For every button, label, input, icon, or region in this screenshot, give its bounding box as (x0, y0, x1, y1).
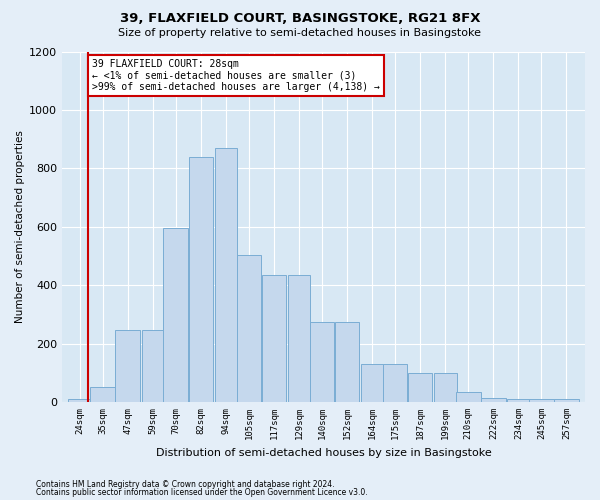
Bar (554, 399, 579, 402)
Bar (236, 254, 261, 402)
Text: 39 FLAXFIELD COURT: 28sqm
← <1% of semi-detached houses are smaller (3)
>99% of : 39 FLAXFIELD COURT: 28sqm ← <1% of semi-… (92, 59, 380, 92)
Text: Size of property relative to semi-detached houses in Basingstoke: Size of property relative to semi-detach… (119, 28, 482, 38)
Bar (481, 398, 506, 402)
Text: Contains public sector information licensed under the Open Government Licence v3: Contains public sector information licen… (36, 488, 368, 497)
X-axis label: Distribution of semi-detached houses by size in Basingstoke: Distribution of semi-detached houses by … (156, 448, 491, 458)
Bar (361, 364, 383, 402)
Text: 39, FLAXFIELD COURT, BASINGSTOKE, RG21 8FX: 39, FLAXFIELD COURT, BASINGSTOKE, RG21 8… (120, 12, 480, 26)
Bar (262, 275, 286, 402)
Text: Contains HM Land Registry data © Crown copyright and database right 2024.: Contains HM Land Registry data © Crown c… (36, 480, 335, 489)
Bar (383, 364, 407, 402)
Bar (310, 322, 334, 402)
Bar (408, 373, 433, 402)
Bar (529, 399, 554, 402)
Bar (507, 399, 530, 402)
Bar (115, 330, 140, 402)
Bar (288, 275, 310, 402)
Y-axis label: Number of semi-detached properties: Number of semi-detached properties (15, 130, 25, 323)
Bar (163, 228, 188, 402)
Bar (335, 322, 359, 402)
Bar (456, 392, 481, 402)
Bar (215, 148, 237, 402)
Bar (91, 388, 115, 402)
Bar (434, 373, 457, 402)
Bar (142, 330, 164, 402)
Bar (188, 156, 213, 402)
Bar (68, 399, 91, 402)
